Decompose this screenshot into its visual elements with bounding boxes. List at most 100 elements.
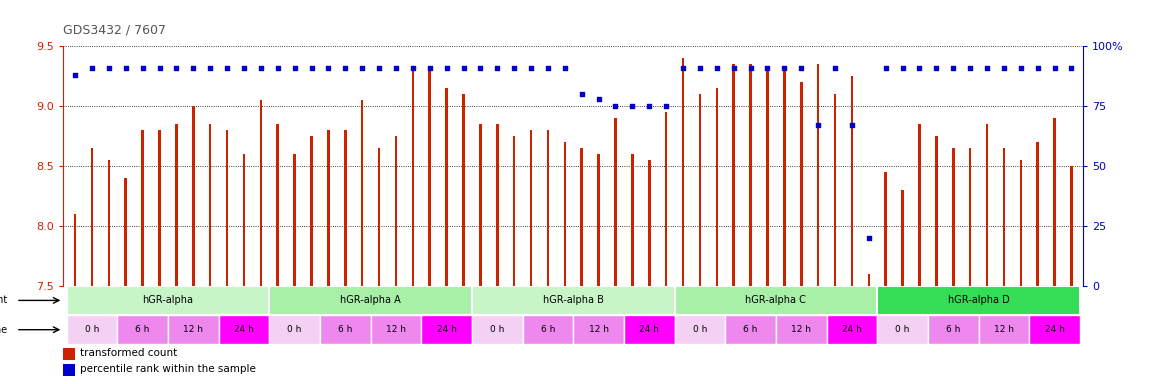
Point bbox=[285, 65, 304, 71]
Point bbox=[1063, 65, 1081, 71]
Bar bbox=[327, 130, 330, 286]
Point bbox=[691, 65, 710, 71]
Bar bbox=[1003, 148, 1005, 286]
Point bbox=[995, 65, 1013, 71]
Point bbox=[724, 65, 743, 71]
Bar bbox=[192, 106, 194, 286]
Bar bbox=[800, 82, 803, 286]
Bar bbox=[834, 94, 836, 286]
Point bbox=[573, 91, 591, 97]
Bar bbox=[445, 88, 447, 286]
Text: hGR-alpha A: hGR-alpha A bbox=[340, 295, 401, 305]
Point bbox=[555, 65, 574, 71]
Text: 0 h: 0 h bbox=[896, 325, 910, 334]
Text: 24 h: 24 h bbox=[639, 325, 659, 334]
Point bbox=[66, 72, 84, 78]
Bar bbox=[168, 315, 218, 344]
Text: transformed count: transformed count bbox=[79, 348, 177, 358]
Text: agent: agent bbox=[0, 295, 8, 305]
Point bbox=[133, 65, 152, 71]
Bar bbox=[952, 148, 954, 286]
Bar bbox=[243, 154, 245, 286]
Point bbox=[623, 103, 642, 109]
Bar bbox=[293, 154, 296, 286]
Text: 24 h: 24 h bbox=[233, 325, 254, 334]
Point bbox=[792, 65, 811, 71]
Point bbox=[151, 65, 169, 71]
Point bbox=[1012, 65, 1030, 71]
Bar bbox=[1036, 142, 1038, 286]
Text: hGR-alpha B: hGR-alpha B bbox=[543, 295, 604, 305]
Point bbox=[404, 65, 422, 71]
Point bbox=[1045, 65, 1064, 71]
Bar bbox=[63, 364, 76, 376]
Bar bbox=[783, 70, 785, 286]
Bar bbox=[597, 154, 600, 286]
Bar bbox=[361, 100, 363, 286]
Bar bbox=[877, 315, 928, 344]
Text: 12 h: 12 h bbox=[386, 325, 406, 334]
Point bbox=[472, 65, 490, 71]
Text: hGR-alpha: hGR-alpha bbox=[143, 295, 193, 305]
Bar bbox=[209, 124, 212, 286]
Bar bbox=[74, 214, 76, 286]
Bar bbox=[816, 64, 820, 286]
Bar bbox=[726, 315, 776, 344]
Text: 0 h: 0 h bbox=[692, 325, 707, 334]
Text: 0 h: 0 h bbox=[85, 325, 99, 334]
Text: 6 h: 6 h bbox=[136, 325, 150, 334]
Bar bbox=[225, 130, 229, 286]
Bar bbox=[63, 348, 76, 360]
Point bbox=[201, 65, 220, 71]
Bar bbox=[675, 286, 877, 315]
Bar bbox=[472, 286, 675, 315]
Bar bbox=[675, 315, 726, 344]
Bar bbox=[421, 315, 471, 344]
Point bbox=[1028, 65, 1046, 71]
Bar bbox=[344, 130, 346, 286]
Bar bbox=[159, 130, 161, 286]
Point bbox=[302, 65, 321, 71]
Text: 24 h: 24 h bbox=[1044, 325, 1065, 334]
Bar bbox=[218, 315, 269, 344]
Bar bbox=[986, 124, 988, 286]
Bar bbox=[877, 286, 1080, 315]
Bar bbox=[733, 64, 735, 286]
Point bbox=[843, 122, 861, 128]
Text: 12 h: 12 h bbox=[791, 325, 811, 334]
Bar bbox=[979, 315, 1029, 344]
Bar bbox=[1020, 160, 1022, 286]
Bar bbox=[1071, 166, 1073, 286]
Point bbox=[421, 65, 439, 71]
Point bbox=[961, 65, 980, 71]
Point bbox=[590, 96, 608, 102]
Point bbox=[320, 65, 338, 71]
Point bbox=[269, 65, 288, 71]
Bar bbox=[67, 315, 117, 344]
Point bbox=[235, 65, 253, 71]
Bar bbox=[472, 315, 522, 344]
Text: 12 h: 12 h bbox=[589, 325, 608, 334]
Bar bbox=[969, 148, 972, 286]
Text: 12 h: 12 h bbox=[183, 325, 204, 334]
Bar bbox=[522, 315, 573, 344]
Bar bbox=[624, 315, 675, 344]
Text: 6 h: 6 h bbox=[540, 325, 555, 334]
Text: 24 h: 24 h bbox=[437, 325, 457, 334]
Bar bbox=[546, 130, 550, 286]
Bar bbox=[108, 160, 110, 286]
Bar bbox=[117, 315, 168, 344]
Point bbox=[116, 65, 135, 71]
Bar bbox=[1029, 315, 1080, 344]
Bar bbox=[429, 70, 431, 286]
Text: 24 h: 24 h bbox=[842, 325, 861, 334]
Point bbox=[184, 65, 202, 71]
Bar bbox=[67, 286, 269, 315]
Text: hGR-alpha C: hGR-alpha C bbox=[745, 295, 806, 305]
Point bbox=[758, 65, 776, 71]
Bar bbox=[766, 70, 768, 286]
Text: percentile rank within the sample: percentile rank within the sample bbox=[79, 364, 255, 374]
Bar bbox=[647, 160, 651, 286]
Point bbox=[859, 235, 877, 241]
Bar bbox=[776, 315, 827, 344]
